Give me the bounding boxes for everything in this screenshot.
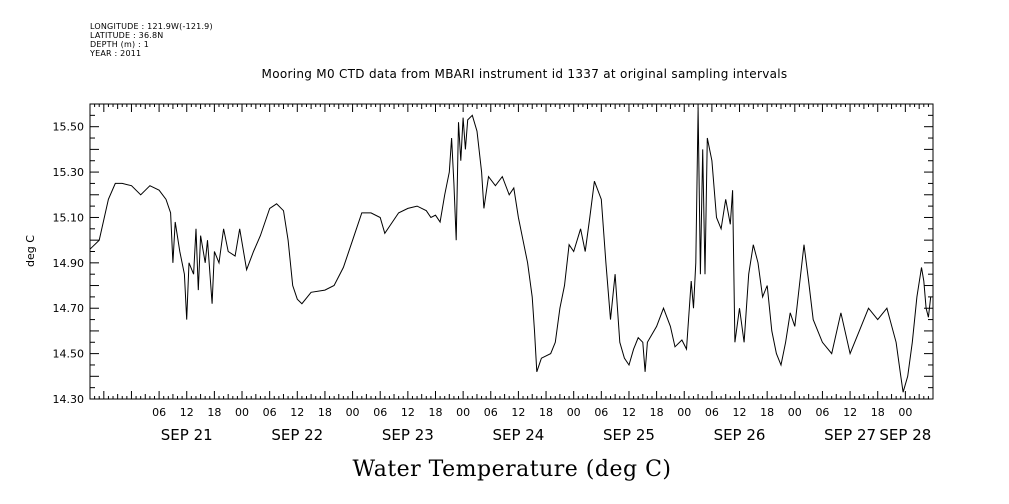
metadata-block: LONGITUDE : 121.9W(-121.9) LATITUDE : 36… [90,22,213,58]
y-tick-label: 14.30 [53,393,85,406]
year-text: YEAR : 2011 [90,49,142,58]
x-hour-label: 12 [622,406,636,419]
series-group [89,108,932,393]
x-hour-label: 12 [733,406,747,419]
x-hour-label: 06 [594,406,608,419]
temperature-series-line [89,108,932,393]
x-hour-label: 00 [788,406,802,419]
x-hour-label: 18 [318,406,332,419]
y-tick-label: 15.30 [53,166,85,179]
x-hour-label: 00 [567,406,581,419]
x-hour-label: 12 [401,406,415,419]
x-hour-label: 12 [511,406,525,419]
x-hour-label: 06 [815,406,829,419]
x-hour-label: 12 [843,406,857,419]
y-axis-ticks: 14.30 14.50 14.70 14.90 15.10 15.30 15.50 [53,103,933,406]
x-day-label: SEP 25 [603,426,655,444]
x-hour-label: 12 [290,406,304,419]
x-hour-label: 18 [539,406,553,419]
x-axis-ticks: 06 12 18 00 06 12 18 00 06 12 18 00 06 12 18 00 06 12 18 00… [89,104,934,444]
x-hour-label: 06 [263,406,277,419]
x-day-label: SEP 28 [879,426,931,444]
x-hour-label: 06 [705,406,719,419]
x-hour-label: 18 [207,406,221,419]
x-day-label: SEP 21 [161,426,213,444]
x-hour-label: 00 [456,406,470,419]
plot-frame [89,103,934,400]
x-hour-label: 06 [484,406,498,419]
x-hour-label: 00 [346,406,360,419]
x-hour-label: 18 [760,406,774,419]
x-hour-label: 00 [235,406,249,419]
y-axis-label: deg C [24,235,37,267]
x-hour-label: 06 [152,406,166,419]
y-tick-label: 15.50 [53,121,85,134]
y-tick-label: 14.90 [53,257,85,270]
y-tick-label: 14.50 [53,348,85,361]
x-day-label: SEP 24 [492,426,544,444]
x-day-label: SEP 23 [382,426,434,444]
x-day-label: SEP 22 [271,426,323,444]
longitude-text: LONGITUDE : 121.9W(-121.9) [90,22,213,31]
chart-title: Mooring M0 CTD data from MBARI instrumen… [261,67,788,81]
x-day-label: SEP 26 [714,426,766,444]
x-hour-label: 18 [650,406,664,419]
x-hour-label: 12 [180,406,194,419]
x-hour-label: 18 [871,406,885,419]
x-day-label: SEP 27 [824,426,876,444]
latitude-text: LATITUDE : 36.8N [90,31,164,40]
depth-text: DEPTH (m) : 1 [90,40,149,49]
x-hour-label: 18 [428,406,442,419]
x-hour-label: 00 [898,406,912,419]
y-tick-label: 15.10 [53,211,85,224]
x-hour-label: 06 [373,406,387,419]
x-axis-label: Water Temperature (deg C) [353,457,672,482]
y-tick-label: 14.70 [53,302,85,315]
x-hour-label: 00 [677,406,691,419]
